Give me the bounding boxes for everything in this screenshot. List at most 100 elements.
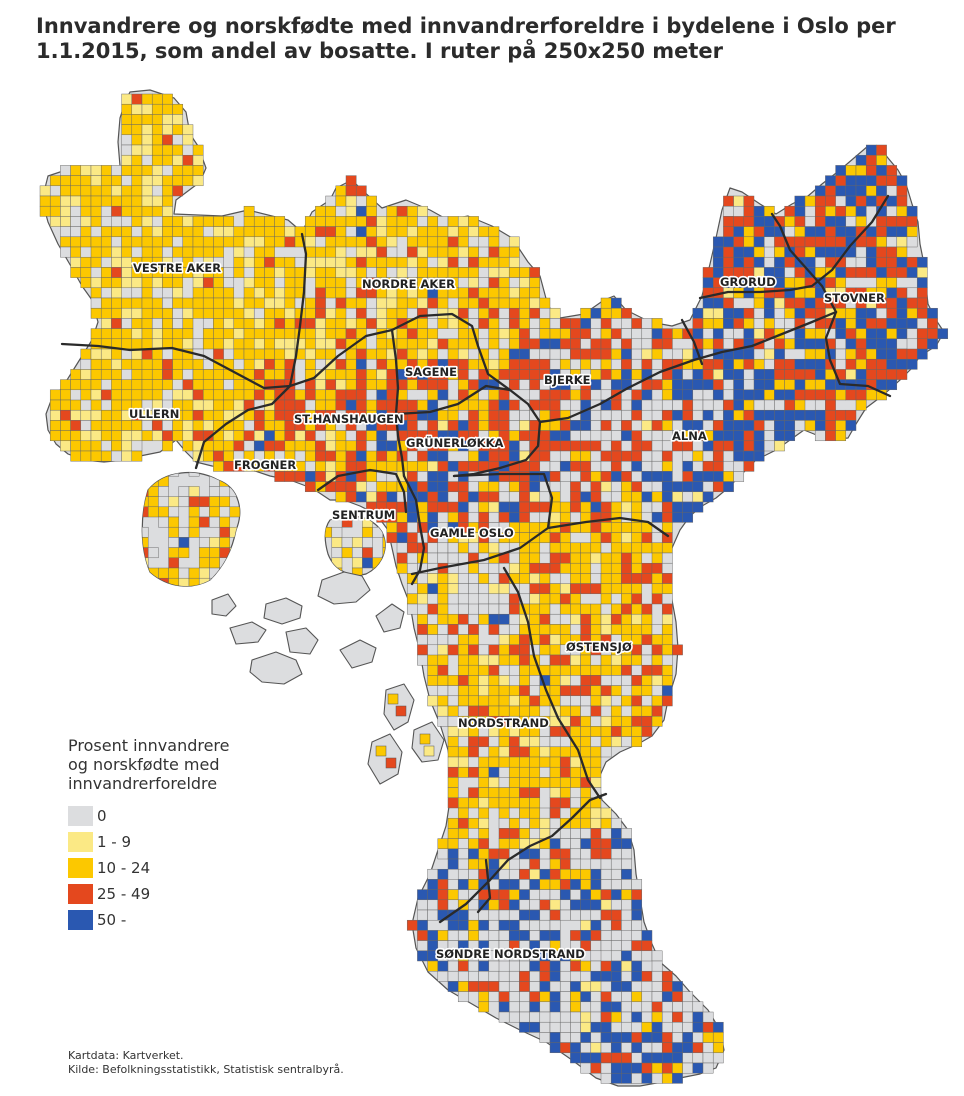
grid-cell [519,705,530,717]
grid-cell [100,195,112,207]
grid-cell [468,460,479,472]
grid-cell [580,348,592,360]
grid-cell [590,838,602,850]
grid-cell [284,297,296,309]
grid-cell [549,756,561,768]
grid-cell [855,389,867,401]
grid-cell [488,909,500,921]
grid-cell [162,144,173,156]
grid-cell [519,858,530,870]
grid-cell [457,664,469,676]
grid-cell [723,379,734,391]
grid-cell [280,567,292,579]
grid-cell [172,175,184,187]
grid-cell [457,838,469,850]
grid-cell [651,960,663,972]
grid-cell [243,287,255,299]
grid-cell [315,440,326,452]
grid-cell [202,277,214,289]
grid-cell [508,919,520,931]
grid-cell [376,216,388,227]
grid-cell [519,634,530,646]
grid-cell [253,246,265,258]
grid-cell [437,930,449,941]
grid-cell [651,705,663,717]
grid-cell [784,267,796,278]
grid-cell [743,226,755,238]
grid-cell [865,195,877,207]
grid-cell [549,909,561,921]
grid-cell [437,256,449,268]
grid-cell [437,481,449,493]
grid-cell [845,165,857,176]
grid-cell [315,399,326,411]
grid-cell [457,226,469,238]
grid-cell [631,930,643,941]
grid-cell [192,226,204,238]
grid-cell [121,338,133,350]
grid-cell [437,552,449,564]
grid-cell [610,583,622,595]
grid-cell [345,195,357,207]
grid-cell [600,1011,612,1023]
grid-cell [529,736,541,748]
grid-cell [641,644,653,656]
grid-cell [876,369,887,380]
grid-cell [253,348,265,360]
grid-cell [682,460,694,472]
grid-cell [396,328,408,340]
grid-cell [233,256,245,268]
grid-cell [723,256,734,268]
grid-cell [631,726,643,737]
grid-cell [590,481,602,493]
grid-cell [763,318,775,329]
grid-cell [753,369,765,380]
grid-cell [621,552,632,564]
grid-cell [835,389,847,401]
grid-cell [651,593,663,605]
grid-cell [814,358,826,370]
grid-cell [610,685,622,697]
grid-cell [498,736,510,748]
grid-cell [189,588,199,598]
grid-cell [835,216,847,227]
grid-cell [682,399,694,411]
grid-cell [121,134,133,146]
grid-cell [559,603,571,615]
grid-cell [488,256,500,268]
grid-cell [651,1032,663,1043]
grid-cell [835,420,847,431]
grid-cell [519,991,530,1003]
grid-cell [906,348,918,360]
grid-cell [610,369,622,380]
grid-cell [631,532,643,544]
grid-cell [141,134,153,146]
grid-cell [151,195,163,207]
grid-cell [570,573,581,584]
grid-cell [825,236,836,248]
grid-cell [162,277,173,289]
grid-cell [300,506,312,518]
grid-cell [253,338,265,350]
grid-cell [886,348,898,360]
grid-cell [447,256,459,268]
grid-cell [641,501,653,513]
grid-cell [610,950,622,962]
grid-cell [539,389,551,401]
grid-cell [651,511,663,523]
grid-cell [355,481,367,493]
grid-cell [386,389,398,401]
grid-cell [855,185,867,197]
grid-cell [427,389,439,401]
grid-cell [355,369,367,380]
grid-cell [100,307,112,319]
grid-cell [417,950,428,962]
grid-cell [396,256,408,268]
grid-cell [896,226,908,238]
grid-cell [304,399,316,411]
grid-cell [876,216,887,227]
grid-cell [80,256,92,268]
grid-cell [427,613,439,625]
grid-cell [355,450,367,462]
grid-cell [784,297,796,309]
